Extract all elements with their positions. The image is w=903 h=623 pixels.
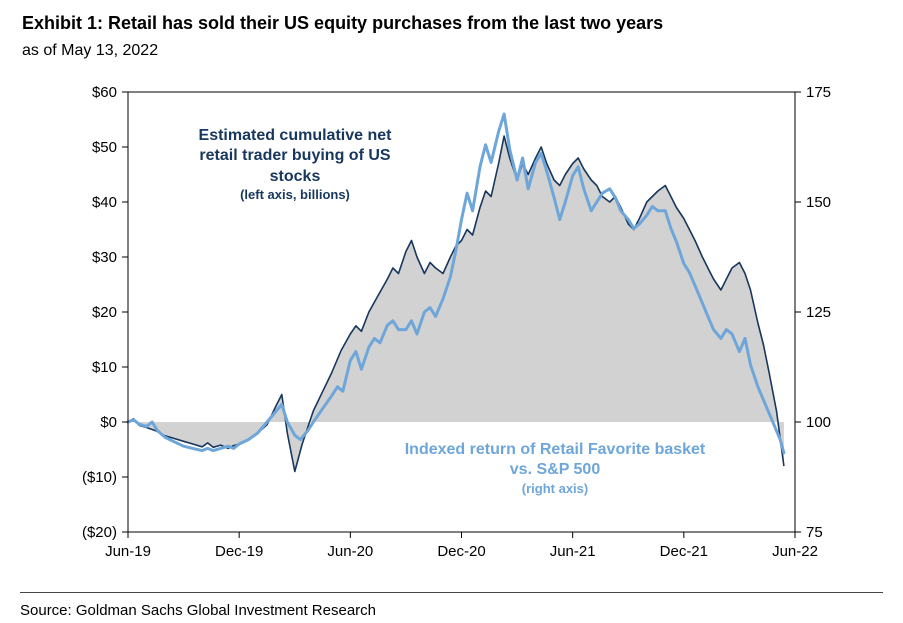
- right-axis-tick-label: 75: [806, 524, 823, 541]
- x-axis-tick-label: Jun-21: [550, 543, 596, 560]
- annotation-cumulative-buying: Estimated cumulative net retail trader b…: [145, 126, 445, 204]
- right-axis-tick-label: 175: [806, 84, 831, 101]
- right-axis-tick-label: 125: [806, 304, 831, 321]
- source-note: Source: Goldman Sachs Global Investment …: [20, 602, 377, 619]
- left-axis-tick-label: $40: [92, 194, 117, 211]
- annotation-text-line: retail trader buying of US: [199, 147, 391, 165]
- left-axis-tick-label: $60: [92, 84, 117, 101]
- left-axis-tick-label: ($10): [82, 469, 117, 486]
- x-axis-tick-label: Jun-19: [105, 543, 151, 560]
- x-axis-tick-label: Jun-20: [327, 543, 373, 560]
- right-axis-tick-label: 150: [806, 194, 831, 211]
- annotation-indexed-return: Indexed return of Retail Favorite basket…: [350, 440, 760, 498]
- left-axis-tick-label: ($20): [82, 524, 117, 541]
- annotation-axis-note: (left axis, billions): [240, 187, 350, 203]
- left-axis-tick-label: $50: [92, 139, 117, 156]
- left-axis-tick-label: $0: [100, 414, 117, 431]
- indexed-return-line: [126, 112, 786, 455]
- right-axis-tick-label: 100: [806, 414, 831, 431]
- footer-divider: [20, 592, 883, 593]
- annotation-text-line: stocks: [269, 167, 321, 185]
- x-axis-tick-label: Jun-22: [772, 543, 818, 560]
- left-axis-tick-label: $30: [92, 249, 117, 266]
- left-axis-tick-label: $20: [92, 304, 117, 321]
- x-axis-tick-label: Dec-19: [215, 543, 263, 560]
- annotation-text-line: vs. S&P 500: [509, 461, 601, 479]
- annotation-text-line: Indexed return of Retail Favorite basket: [404, 441, 706, 458]
- cumulative-buying-area-fill: [128, 136, 784, 472]
- exhibit-title: Exhibit 1: Retail has sold their US equi…: [22, 13, 664, 33]
- annotation-axis-note: (right axis): [521, 480, 589, 496]
- annotation-text-line: Estimated cumulative net: [198, 127, 392, 144]
- left-axis-tick-label: $10: [92, 359, 117, 376]
- x-axis-tick-label: Dec-20: [437, 543, 485, 560]
- exhibit-subtitle: as of May 13, 2022: [22, 42, 159, 59]
- x-axis-tick-label: Dec-21: [660, 543, 708, 560]
